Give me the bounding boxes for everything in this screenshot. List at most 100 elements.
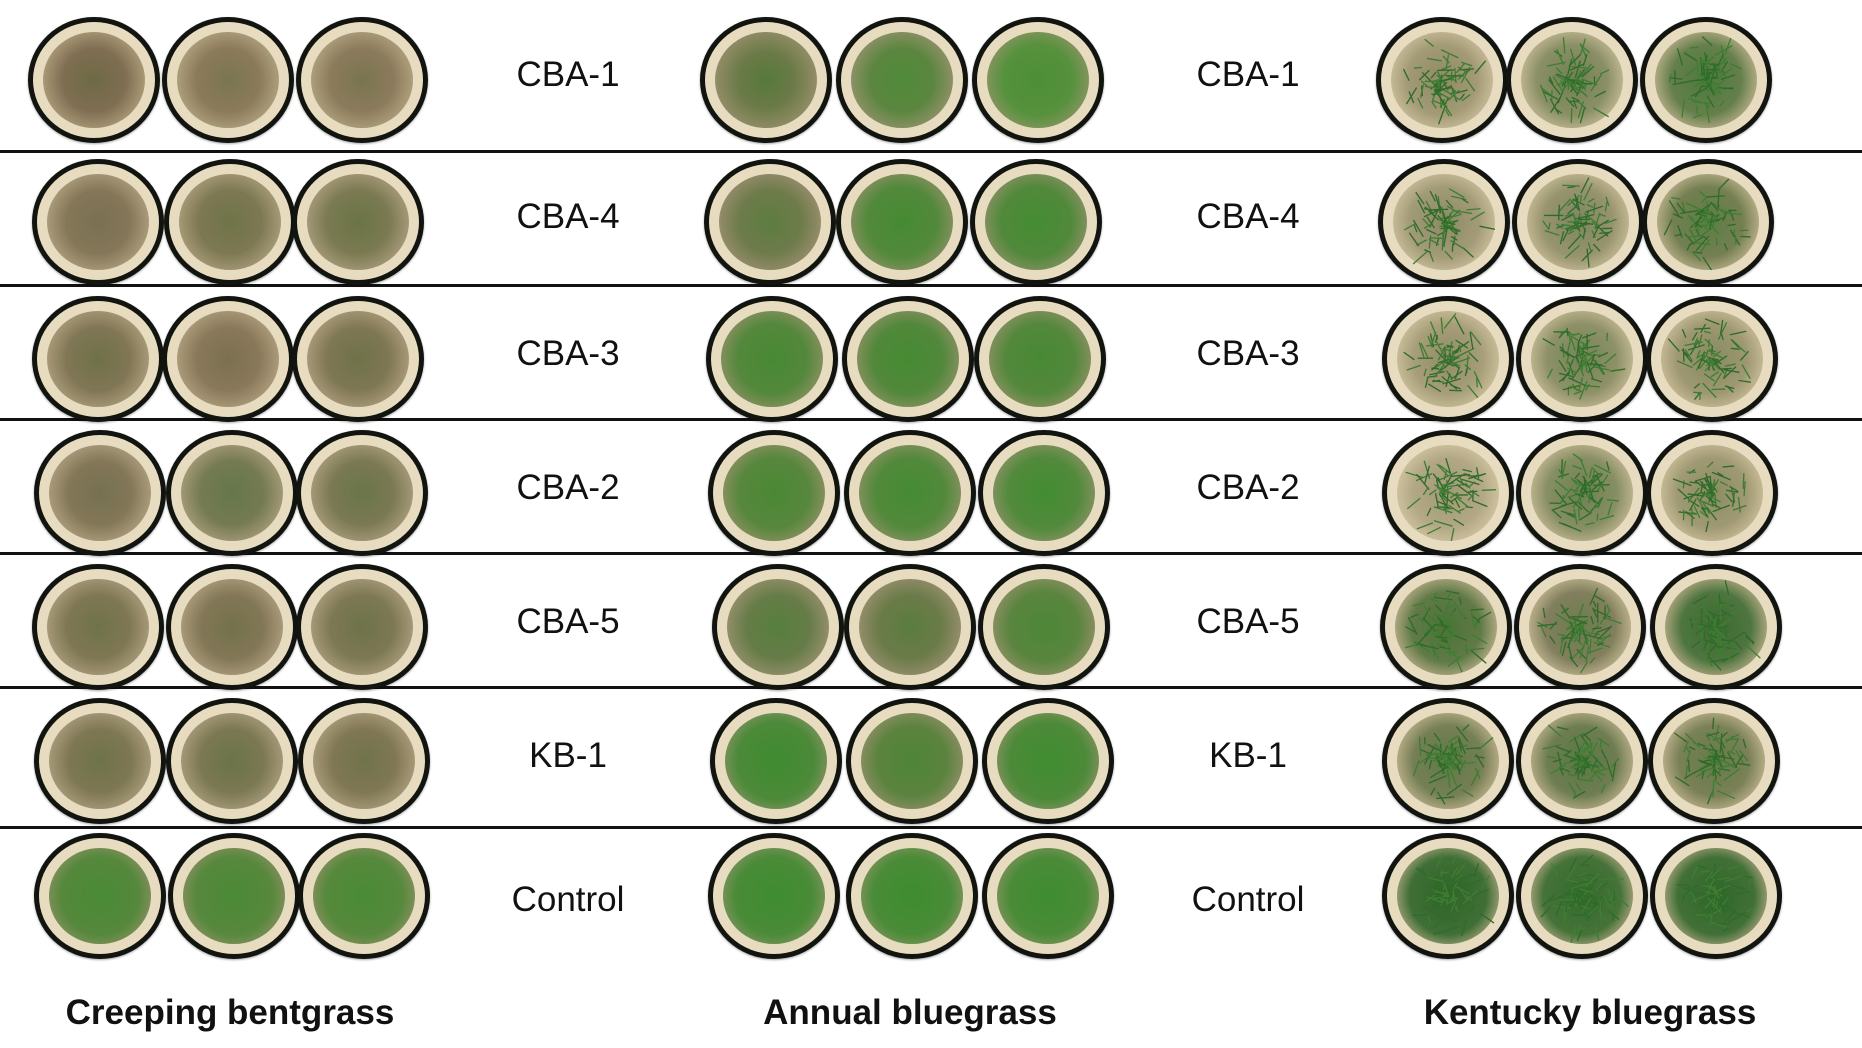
pot-photo xyxy=(704,159,836,285)
pot-photo xyxy=(1642,159,1774,285)
species-label-annual-bluegrass: Annual bluegrass xyxy=(763,993,1057,1032)
pot-photo xyxy=(1382,833,1514,959)
treatment-row: CBA-4 CBA-4 xyxy=(0,150,1862,285)
annual-bluegrass-pots xyxy=(710,689,1120,824)
pot-photo xyxy=(1380,564,1512,690)
pot-photo xyxy=(982,698,1114,824)
annual-bluegrass-pots xyxy=(708,421,1118,556)
species-label-kentucky-bluegrass: Kentucky bluegrass xyxy=(1423,993,1757,1032)
pot-photo xyxy=(1506,17,1638,143)
pot-photo xyxy=(162,296,294,422)
pot-photo xyxy=(34,698,166,824)
treatment-label: CBA-4 xyxy=(1196,197,1300,236)
pot-photo xyxy=(1646,296,1778,422)
pot-photo xyxy=(842,296,974,422)
row-divider xyxy=(0,150,1862,153)
pot-photo xyxy=(1382,430,1514,556)
treatment-label: CBA-2 xyxy=(516,468,620,507)
treatment-label: Control xyxy=(511,880,625,919)
pot-photo xyxy=(34,833,166,959)
bentgrass-pots xyxy=(28,150,428,285)
pot-photo xyxy=(1512,159,1644,285)
pot-photo xyxy=(978,430,1110,556)
pot-photo xyxy=(1376,17,1508,143)
row-divider xyxy=(0,552,1862,555)
treatment-row: KB-1 KB-1 xyxy=(0,689,1862,824)
pot-photo xyxy=(1516,698,1648,824)
kentucky-bluegrass-pots xyxy=(1376,8,1776,143)
annual-bluegrass-pots xyxy=(712,555,1122,690)
pot-photo xyxy=(1378,159,1510,285)
pot-photo xyxy=(708,833,840,959)
annual-bluegrass-pots xyxy=(708,829,1118,963)
treatment-label: CBA-5 xyxy=(516,602,620,641)
pot-photo xyxy=(1382,698,1514,824)
pot-photo xyxy=(970,159,1102,285)
bentgrass-pots xyxy=(28,421,428,556)
pot-photo xyxy=(972,17,1104,143)
pot-photo xyxy=(168,833,300,959)
pot-photo xyxy=(296,564,428,690)
pot-photo xyxy=(296,430,428,556)
treatment-label: CBA-1 xyxy=(1196,55,1300,94)
pot-photo xyxy=(32,564,164,690)
bentgrass-pots xyxy=(28,287,428,422)
pot-photo xyxy=(1516,430,1648,556)
treatment-row: CBA-3 CBA-3 xyxy=(0,287,1862,422)
bentgrass-pots xyxy=(28,829,430,963)
kentucky-bluegrass-pots xyxy=(1378,150,1778,285)
treatment-row: CBA-1 CBA-1 xyxy=(0,8,1862,143)
kentucky-bluegrass-pots xyxy=(1382,421,1782,556)
pot-photo xyxy=(162,17,294,143)
bentgrass-pots xyxy=(28,8,428,143)
annual-bluegrass-pots xyxy=(706,287,1116,422)
treatment-label: CBA-5 xyxy=(1196,602,1300,641)
pot-photo xyxy=(700,17,832,143)
pot-photo xyxy=(1516,833,1648,959)
treatment-label: KB-1 xyxy=(1209,736,1287,775)
treatment-label: KB-1 xyxy=(529,736,607,775)
pot-photo xyxy=(1516,296,1648,422)
treatment-label: CBA-3 xyxy=(1196,334,1300,373)
pot-photo xyxy=(1646,430,1778,556)
kentucky-bluegrass-pots xyxy=(1382,829,1782,963)
pot-photo xyxy=(34,430,166,556)
kentucky-bluegrass-pots xyxy=(1382,287,1782,422)
treatment-row: CBA-5 CBA-5 xyxy=(0,555,1862,690)
pot-photo xyxy=(292,296,424,422)
pot-photo xyxy=(1514,564,1646,690)
pot-photo xyxy=(1650,564,1782,690)
pot-photo xyxy=(978,564,1110,690)
treatment-row: Control Control xyxy=(0,829,1862,971)
pot-photo xyxy=(844,430,976,556)
treatment-label: CBA-3 xyxy=(516,334,620,373)
pot-photo xyxy=(1640,17,1772,143)
pot-photo xyxy=(708,430,840,556)
pot-photo xyxy=(298,833,430,959)
pot-photo xyxy=(846,698,978,824)
kentucky-bluegrass-pots xyxy=(1382,689,1782,824)
row-divider xyxy=(0,686,1862,689)
pot-photo xyxy=(706,296,838,422)
row-divider xyxy=(0,418,1862,421)
pot-photo xyxy=(1650,833,1782,959)
pot-photo xyxy=(28,17,160,143)
pot-photo xyxy=(1382,296,1514,422)
kentucky-bluegrass-pots xyxy=(1380,555,1782,690)
treatment-label: CBA-2 xyxy=(1196,468,1300,507)
treatment-label: CBA-1 xyxy=(516,55,620,94)
pot-photo xyxy=(164,159,296,285)
pot-photo xyxy=(712,564,844,690)
pot-photo xyxy=(844,564,976,690)
pot-photo xyxy=(836,17,968,143)
annual-bluegrass-pots xyxy=(704,150,1114,285)
pot-photo xyxy=(974,296,1106,422)
species-label-creeping-bentgrass: Creeping bentgrass xyxy=(65,993,395,1032)
pot-photo xyxy=(166,564,298,690)
pot-photo xyxy=(710,698,842,824)
pot-photo xyxy=(836,159,968,285)
pot-photo xyxy=(846,833,978,959)
pot-photo xyxy=(166,698,298,824)
pot-photo xyxy=(166,430,298,556)
